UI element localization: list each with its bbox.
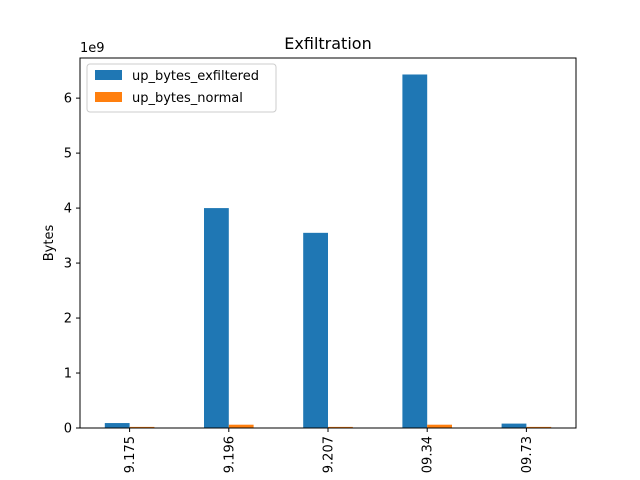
x-axis-ticks: 9.175 9.196 9.207 09.34 09.73 <box>123 428 535 473</box>
y-tick-label-5: 5 <box>64 147 72 162</box>
bar-up_bytes_exfiltered-9.207 <box>303 232 328 428</box>
legend-frame <box>86 63 277 113</box>
x-tick-label-9.175: 9.175 <box>123 436 138 473</box>
y-tick-label-4: 4 <box>64 202 72 217</box>
bar-up_bytes_normal-9.175 <box>129 426 155 428</box>
bar-up_bytes_normal-9.196 <box>228 424 254 428</box>
x-tick-label-09.34: 09.34 <box>421 436 436 473</box>
bar-up_bytes_normal-09.34 <box>427 424 452 428</box>
bar-up_bytes_normal-09.73 <box>526 426 552 428</box>
y-tick-label-0: 0 <box>64 422 72 437</box>
y-tick-label-3: 3 <box>64 257 72 272</box>
bar-up_bytes_normal-9.207 <box>328 426 353 428</box>
bar-up_bytes_exfiltered-9.196 <box>204 208 229 428</box>
bars-group <box>104 74 552 429</box>
legend-label-normal: up_bytes_normal <box>132 91 243 106</box>
x-tick-label-9.207: 9.207 <box>322 436 337 473</box>
bar-up_bytes_exfiltered-09.34 <box>402 74 428 429</box>
legend-swatch-normal <box>95 92 122 102</box>
legend-label-exfiltered: up_bytes_exfiltered <box>132 69 259 84</box>
y-axis-ticks: 0 1 2 3 4 5 6 <box>64 92 80 437</box>
chart-title: Exfiltration <box>284 34 371 53</box>
bar-up_bytes_exfiltered-09.73 <box>501 423 527 428</box>
y-axis-offset-label: 1e9 <box>80 41 105 56</box>
bar-up_bytes_exfiltered-9.175 <box>104 423 130 428</box>
legend-swatch-exfiltered <box>95 70 122 80</box>
y-tick-label-2: 2 <box>64 312 72 327</box>
y-axis-label: Bytes <box>42 225 57 262</box>
x-tick-label-9.196: 9.196 <box>222 436 237 473</box>
x-tick-label-09.73: 09.73 <box>520 436 535 473</box>
y-tick-label-1: 1 <box>64 367 72 382</box>
legend: up_bytes_exfiltered up_bytes_normal <box>86 63 277 113</box>
plot-frame <box>79 57 577 429</box>
y-tick-label-6: 6 <box>64 92 72 107</box>
